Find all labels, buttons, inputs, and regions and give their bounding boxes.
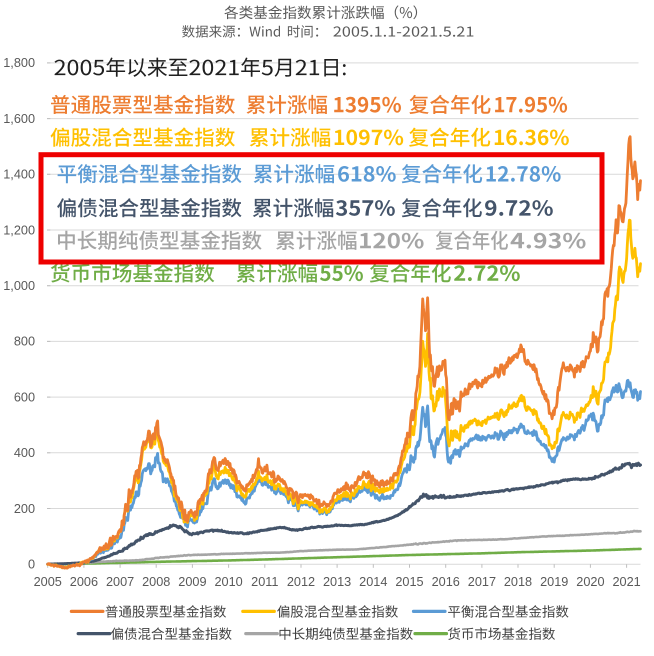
svg-text:1,800: 1,800 [3,56,35,70]
svg-text:2014: 2014 [359,575,387,589]
svg-text:2015: 2015 [395,575,423,589]
svg-text:2006: 2006 [70,575,98,589]
svg-text:2016: 2016 [432,575,460,589]
svg-text:800: 800 [14,335,35,349]
svg-text:1,000: 1,000 [3,279,35,293]
svg-text:2019: 2019 [540,575,568,589]
svg-text:2009: 2009 [178,575,206,589]
svg-text:400: 400 [14,446,35,460]
svg-text:2007: 2007 [106,575,134,589]
svg-text:2011: 2011 [251,575,278,589]
svg-text:600: 600 [14,390,35,404]
svg-text:2005: 2005 [34,575,62,589]
svg-text:2013: 2013 [323,575,351,589]
svg-text:2018: 2018 [504,575,532,589]
svg-text:2012: 2012 [287,575,315,589]
svg-text:0: 0 [28,558,35,572]
svg-text:1,400: 1,400 [3,168,35,182]
svg-text:1,200: 1,200 [3,223,35,237]
svg-text:2021: 2021 [612,575,640,589]
svg-text:2017: 2017 [468,575,496,589]
svg-text:2010: 2010 [214,575,242,589]
svg-text:200: 200 [14,502,35,516]
svg-text:2020: 2020 [576,575,604,589]
svg-text:1,600: 1,600 [3,112,35,126]
svg-text:2008: 2008 [142,575,170,589]
